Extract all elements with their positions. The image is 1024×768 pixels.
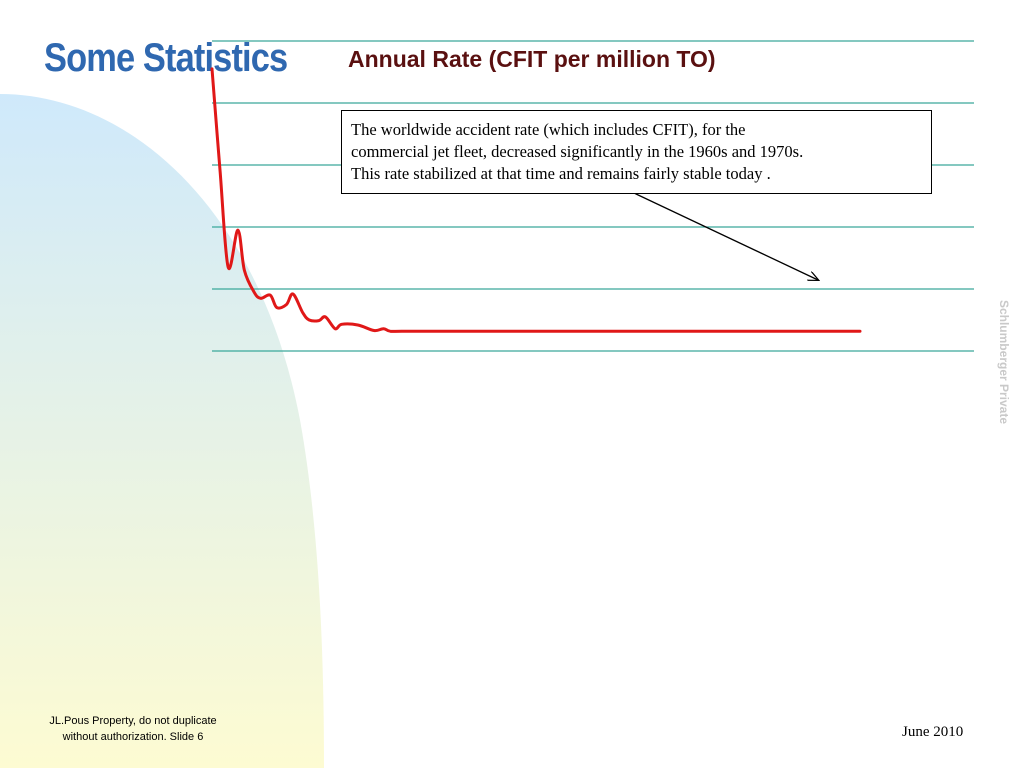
slide-title: Some Statistics: [44, 36, 288, 80]
callout-line-2: commercial jet fleet, decreased signific…: [351, 142, 804, 161]
chart-series: [210, 67, 862, 333]
chart-gridlines: [212, 40, 974, 352]
watermark-text: Schlumberger Private: [997, 299, 1011, 425]
callout-arrow: [633, 192, 818, 280]
callout-arrow-line: [633, 192, 818, 280]
footer-copyright-line-1: JL.Pous Property, do not duplicate: [49, 715, 217, 727]
series-line: [210, 67, 862, 333]
footer-copyright-line-2: without authorization. Slide 6: [62, 731, 204, 743]
callout-line-1: The worldwide accident rate (which inclu…: [351, 120, 746, 139]
footer-date: June 2010: [902, 724, 964, 740]
annotation-callout-box: The worldwide accident rate (which inclu…: [341, 110, 932, 194]
footer-copyright: JL.Pous Property, do not duplicate witho…: [20, 713, 246, 745]
callout-line-3: This rate stabilized at that time and re…: [351, 164, 771, 183]
chart-title: Annual Rate (CFIT per million TO): [348, 46, 716, 72]
